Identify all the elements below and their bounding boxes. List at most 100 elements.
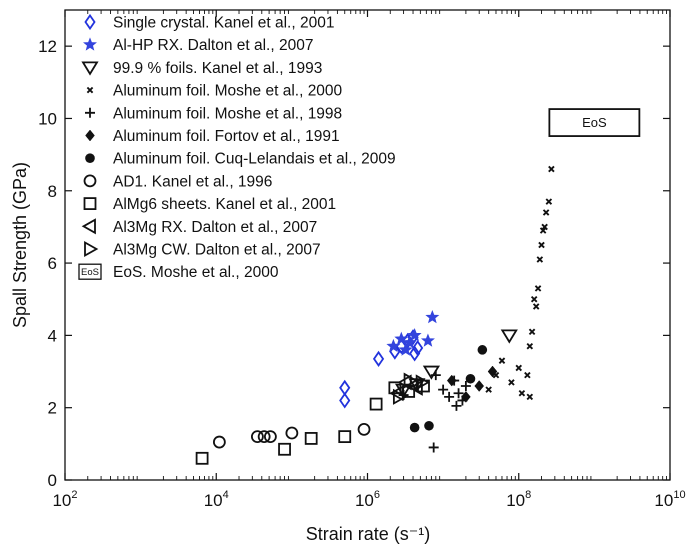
point-plus-0 bbox=[430, 370, 441, 381]
point-star-6 bbox=[425, 309, 440, 324]
point-square-open-1 bbox=[278, 442, 291, 456]
legend-marker-x-small bbox=[86, 86, 94, 94]
point-x-small-9 bbox=[528, 328, 536, 336]
point-triangle-left-open-0 bbox=[389, 385, 404, 402]
legend-label: Aluminum foil. Moshe et al., 2000 bbox=[113, 83, 343, 100]
eos-box bbox=[548, 108, 641, 137]
point-diamond-filled-2 bbox=[474, 380, 485, 392]
point-circle-filled-2 bbox=[465, 373, 476, 384]
plot-area bbox=[64, 9, 671, 481]
legend-marker-triangle-right-open bbox=[84, 240, 99, 258]
legend-entry: AlMg6 sheets. Kanel et al., 2001 bbox=[83, 196, 336, 213]
x-tick-exponent: 2 bbox=[71, 489, 77, 501]
legend-label: Single crystal. Kanel et al., 2001 bbox=[113, 15, 334, 32]
x-axis-title: Strain rate (s⁻¹) bbox=[306, 524, 431, 544]
legend-entry: Aluminum foil. Fortov et al., 1991 bbox=[85, 128, 340, 145]
point-square-open-4 bbox=[369, 397, 383, 411]
point-star-1 bbox=[394, 331, 409, 345]
x-tick-base: 10 bbox=[204, 491, 223, 510]
legend-marker-star bbox=[83, 37, 97, 51]
point-circle-open-3 bbox=[263, 430, 277, 444]
point-circle-open-5 bbox=[357, 422, 371, 436]
point-triangle-right-open-1 bbox=[403, 372, 418, 389]
point-x-small-10 bbox=[530, 295, 538, 303]
x-tick-exponent: 6 bbox=[374, 489, 380, 501]
point-square-open-3 bbox=[338, 430, 352, 444]
legend: Single crystal. Kanel et al., 2001 Al-HP … bbox=[78, 13, 396, 281]
point-circle-filled-0 bbox=[409, 422, 420, 433]
y-axis-title: Spall Strength (GPa) bbox=[10, 162, 30, 328]
point-circle-filled-3 bbox=[477, 345, 488, 355]
point-diamond-open-1 bbox=[339, 379, 351, 396]
point-circle-filled-1 bbox=[424, 420, 434, 431]
point-diamond-open-2 bbox=[372, 350, 385, 367]
x-tick-exponent: 4 bbox=[223, 489, 229, 501]
point-x-small-7 bbox=[526, 393, 534, 401]
x-tick-label: 108 bbox=[506, 489, 531, 510]
point-circle-open-2 bbox=[257, 430, 271, 444]
legend-entry: EoS EoS. Moshe et al., 2000 bbox=[78, 263, 279, 281]
data-points bbox=[195, 165, 555, 465]
legend-label: AD1. Kanel et al., 1996 bbox=[113, 173, 272, 190]
legend-marker-plus bbox=[85, 107, 95, 118]
point-star-2 bbox=[398, 342, 413, 356]
y-tick-label: 10 bbox=[38, 109, 57, 128]
eos-label: EoS bbox=[582, 115, 607, 130]
point-x-small-17 bbox=[542, 209, 550, 216]
x-tick-base: 10 bbox=[52, 491, 71, 510]
y-tick-label: 8 bbox=[48, 182, 57, 201]
point-x-small-18 bbox=[545, 198, 553, 205]
legend-label: AlMg6 sheets. Kanel et al., 2001 bbox=[113, 196, 336, 213]
x-tick-label: 104 bbox=[204, 489, 229, 510]
legend-marker-triangle-left-open bbox=[81, 218, 96, 235]
legend-label: Aluminum foil. Moshe et al., 1998 bbox=[113, 105, 342, 122]
point-circle-open-1 bbox=[250, 430, 264, 444]
point-star-4 bbox=[407, 328, 422, 342]
point-plus-6 bbox=[460, 381, 471, 391]
legend-label: Al3Mg CW. Dalton et al., 2007 bbox=[113, 242, 321, 259]
legend-marker-circle-filled bbox=[85, 153, 95, 163]
point-diamond-open-7 bbox=[409, 345, 421, 362]
legend-marker-square-open bbox=[83, 197, 97, 211]
y-tick-label: 0 bbox=[48, 471, 57, 490]
x-tick-exponent: 8 bbox=[525, 489, 531, 501]
legend-entry: AD1. Kanel et al., 1996 bbox=[83, 173, 272, 190]
point-diamond-filled-0 bbox=[446, 374, 457, 387]
legend-entry: Aluminum foil. Cuq-Lelandais et al., 200… bbox=[85, 151, 396, 168]
point-square-open-0 bbox=[195, 451, 209, 465]
point-x-small-11 bbox=[532, 303, 540, 310]
point-diamond-filled-3 bbox=[487, 365, 498, 378]
x-tick-exponent: 10 bbox=[673, 489, 685, 501]
point-square-open-2 bbox=[304, 432, 318, 445]
point-plus-4 bbox=[453, 388, 464, 399]
legend-entry: Al-HP RX. Dalton et al., 2007 bbox=[83, 37, 313, 54]
point-x-small-5 bbox=[518, 389, 526, 397]
legend-entry: Aluminum foil. Moshe et al., 1998 bbox=[85, 105, 342, 122]
point-plus-8 bbox=[428, 442, 439, 453]
point-diamond-open-0 bbox=[339, 392, 351, 409]
y-tick-label: 4 bbox=[48, 326, 57, 345]
point-circle-open-4 bbox=[285, 426, 299, 440]
point-x-small-0 bbox=[485, 386, 492, 393]
legend-label: Aluminum foil. Fortov et al., 1991 bbox=[113, 128, 340, 145]
eos-annotation: EoS bbox=[548, 108, 641, 137]
point-triangle-right-open-0 bbox=[392, 388, 408, 405]
y-tick-label: 6 bbox=[48, 254, 57, 273]
legend-marker-eos-box: EoS bbox=[78, 263, 102, 280]
legend-entry: Al3Mg RX. Dalton et al., 2007 bbox=[81, 218, 317, 236]
point-circle-open-0 bbox=[212, 435, 226, 449]
point-x-small-12 bbox=[534, 285, 542, 292]
x-tick-base: 10 bbox=[654, 491, 673, 510]
legend-marker-diamond-filled bbox=[85, 129, 95, 142]
point-x-small-14 bbox=[538, 241, 545, 249]
point-x-small-13 bbox=[536, 256, 544, 263]
legend-marker-circle-open bbox=[83, 174, 97, 188]
x-tick-base: 10 bbox=[506, 491, 525, 510]
point-star-5 bbox=[420, 333, 435, 347]
point-diamond-open-8 bbox=[412, 339, 424, 357]
point-triangle-right-open-2 bbox=[415, 374, 430, 391]
legend-marker-diamond-open bbox=[84, 13, 96, 31]
point-x-small-8 bbox=[526, 342, 534, 350]
point-x-small-16 bbox=[541, 223, 548, 231]
